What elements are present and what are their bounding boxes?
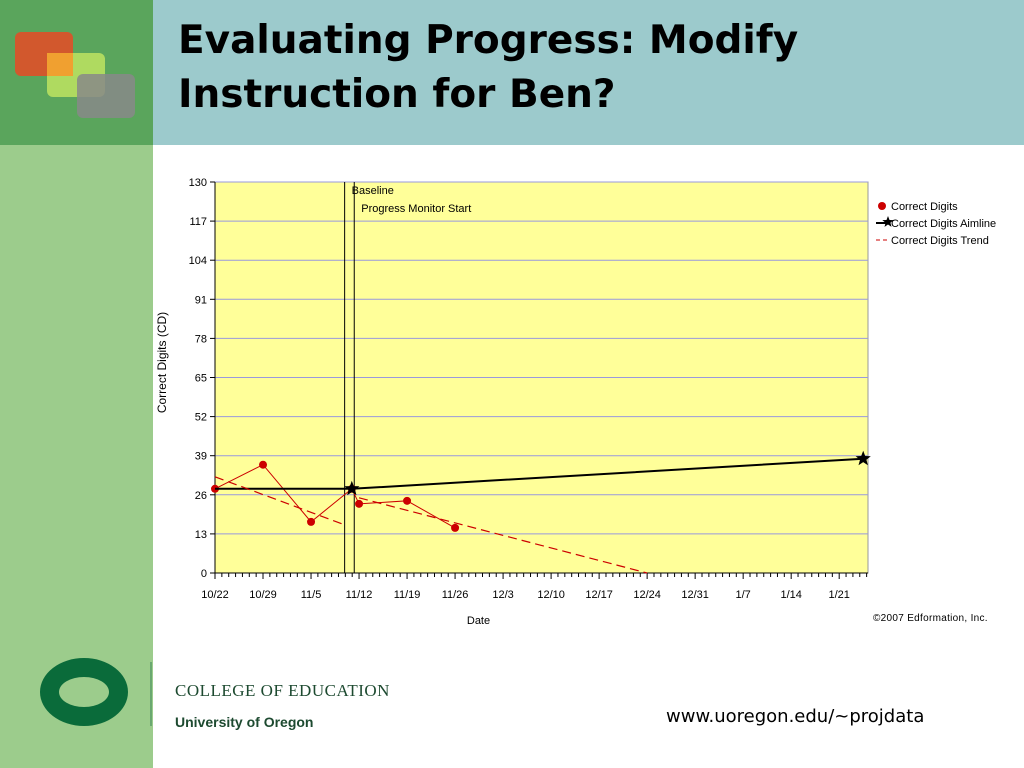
- x-axis-label: Date: [467, 615, 490, 627]
- y-tick-label: 52: [195, 412, 207, 424]
- data-point: [307, 517, 316, 526]
- legend-label: Correct Digits Trend: [891, 235, 989, 247]
- logo-square-gray: [77, 74, 135, 118]
- x-tick-label: 10/29: [249, 589, 277, 601]
- legend-marker: [878, 202, 886, 210]
- college-of-education-label: COLLEGE OF EDUCATION: [175, 681, 390, 700]
- y-tick-label: 91: [195, 294, 207, 306]
- x-tick-label: 12/10: [537, 589, 565, 601]
- y-tick-label: 26: [195, 490, 207, 502]
- slide-title: Evaluating Progress: Modify Instruction …: [178, 18, 799, 117]
- legend-label: Correct Digits Aimline: [891, 218, 996, 230]
- x-tick-label: 1/14: [780, 589, 801, 601]
- x-tick-label: 12/3: [492, 589, 513, 601]
- y-tick-label: 104: [189, 255, 207, 267]
- logo-square-orange: [47, 53, 73, 76]
- data-point: [451, 523, 460, 532]
- y-axis-label: Correct Digits (CD): [155, 312, 169, 413]
- x-tick-label: 12/24: [633, 589, 661, 601]
- trend-line: [358, 497, 648, 574]
- x-tick-label: 11/5: [301, 589, 322, 601]
- legend-star-marker: [882, 216, 894, 227]
- annotation-label: Baseline: [352, 185, 394, 197]
- x-tick-label: 1/7: [736, 589, 751, 601]
- x-tick-label: 12/31: [681, 589, 709, 601]
- copyright-text: ©2007 Edformation, Inc.: [873, 613, 988, 624]
- y-tick-label: 0: [201, 568, 207, 580]
- aimline-star-marker: [855, 450, 871, 466]
- university-of-oregon-logo: [40, 658, 128, 726]
- x-tick-label: 1/21: [828, 589, 849, 601]
- y-tick-label: 13: [195, 529, 207, 541]
- y-tick-label: 130: [189, 177, 207, 189]
- trend-line: [214, 476, 345, 526]
- x-tick-label: 11/12: [346, 589, 373, 601]
- legend-label: Correct Digits: [891, 201, 958, 213]
- title-header: [153, 0, 1024, 145]
- x-tick-label: 12/17: [585, 589, 613, 601]
- university-label: University of Oregon: [175, 714, 314, 730]
- y-tick-label: 65: [195, 373, 207, 385]
- y-tick-label: 117: [189, 216, 207, 228]
- y-tick-label: 39: [195, 451, 207, 463]
- footer-url: www.uoregon.edu/~projdata: [666, 706, 925, 727]
- data-point: [355, 499, 364, 508]
- logo-divider: [150, 662, 152, 726]
- x-tick-label: 10/22: [201, 589, 229, 601]
- progress-chart: 0 13 26 39 52 65 78 91 104 117 130 10/22 10/29 11/5 11…: [155, 177, 996, 627]
- aimline-star-marker: [344, 480, 360, 496]
- data-point: [403, 496, 412, 505]
- annotation-label: Progress Monitor Start: [361, 203, 471, 215]
- y-tick-label: 78: [195, 333, 207, 345]
- x-tick-label: 11/26: [442, 589, 469, 601]
- data-point: [259, 460, 268, 469]
- x-tick-label: 11/19: [394, 589, 421, 601]
